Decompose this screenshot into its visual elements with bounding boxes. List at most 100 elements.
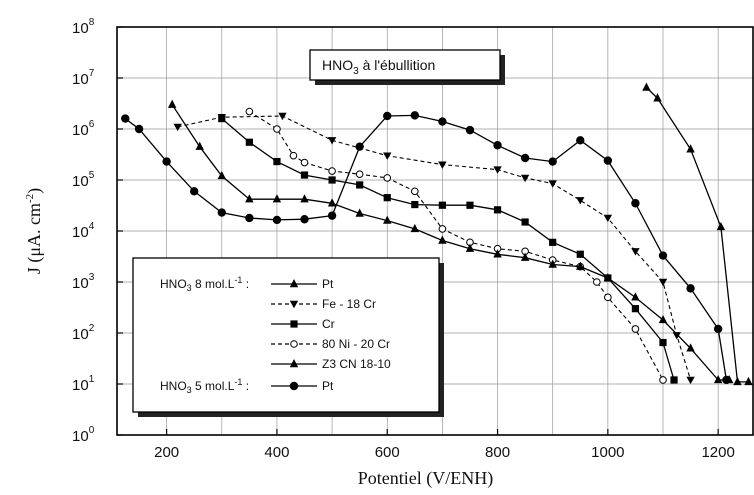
data-point [438,201,446,209]
data-point [383,152,392,160]
y-tick-exp: 6 [89,119,95,130]
data-point [327,211,337,220]
y-tick-base: 10 [72,326,89,343]
y-tick-base: 10 [72,275,89,292]
y-tick-base: 10 [72,377,89,394]
legend-label: 80 Ni - 20 Cr [322,337,390,351]
data-point [438,117,447,126]
y-tick-exp: 7 [89,68,95,79]
data-point [713,324,723,334]
y-tick-label: 103 [72,272,95,292]
data-point [593,278,601,286]
legend-group-main: HNO [160,379,187,393]
legend-item-3: 80 Ni - 20 Cr [271,337,390,351]
data-point [713,374,723,384]
series-0 [642,82,753,386]
legend-swatch-marker [289,279,299,288]
x-tick-label: 400 [264,444,289,461]
data-point [300,215,309,224]
data-point [218,114,226,123]
data-point [272,194,282,203]
data-point [520,252,530,261]
legend-group-rest: 8 mol.L [192,277,235,291]
legend-item-5: Pt [271,379,334,393]
y-tick-label: 104 [72,221,95,241]
legend-group-sup: -1 [234,377,242,387]
series-5 [121,111,731,385]
y-tick-exp: 1 [89,374,95,385]
data-point [289,151,298,160]
x-tick-label: 800 [485,444,510,461]
y-axis-title: J (μA. cm-2) [24,188,45,274]
data-point [245,194,254,203]
data-point [658,251,668,260]
data-point [604,293,612,302]
y-tick-base: 10 [72,173,89,190]
legend-swatch-marker [289,300,299,309]
data-point [722,375,731,385]
legend-group-label: HNO3 8 mol.L-1 : [160,275,249,293]
data-point [520,153,530,163]
data-point [493,206,502,214]
data-point [466,201,474,209]
data-point [744,376,753,386]
data-point [672,332,681,340]
data-point [438,225,447,233]
y-tick-exp: 0 [89,425,95,436]
x-tick-label: 1200 [701,444,734,461]
data-point [631,305,640,313]
data-point [576,136,585,145]
x-tick-label: 600 [375,444,400,461]
data-point [190,187,199,196]
data-point [465,125,475,135]
data-point [195,141,204,150]
annotation-sub: 3 [353,66,359,77]
y-tick-exp: 4 [89,221,95,232]
y-tick-base: 10 [72,224,89,241]
data-point [173,123,182,132]
annotation-frame [309,49,501,81]
data-point [121,114,130,123]
data-point [328,176,336,184]
data-point [327,198,337,207]
data-point [631,248,640,256]
series-3 [245,107,667,384]
series-line [171,104,730,381]
y-tick-base: 10 [72,20,89,37]
y-tick-label: 102 [72,323,95,343]
legend-label: Cr [322,317,335,331]
data-point [631,325,640,333]
data-point [576,261,585,270]
y-tick-exp: 8 [89,17,95,28]
data-point [686,144,695,153]
data-point [327,137,337,145]
data-point [658,278,668,287]
data-point [411,187,419,196]
y-axis-title-sup: -2 [24,194,36,203]
annotation-text: HNO3 à l'ébullition [322,57,435,77]
y-tick-exp: 3 [89,272,95,283]
legend-item-0: Pt [271,277,334,291]
data-point [410,223,420,233]
legend-label: Fe - 18 Cr [322,297,376,311]
y-axis-title-end: ) [24,188,45,194]
data-point [355,208,364,217]
y-tick-base: 10 [72,428,89,445]
y-tick-label: 106 [72,119,95,139]
series-line [221,118,675,381]
legend-swatch-marker [289,359,299,368]
data-point [217,208,226,217]
data-point [549,238,557,246]
annotation-rest: à l'ébullition [359,57,436,73]
legend-group-end: : [242,277,249,291]
data-point [686,376,695,385]
legend-swatch-marker [289,381,299,391]
data-point [300,158,309,167]
data-point [134,124,144,134]
data-point [670,376,678,384]
data-point [300,194,309,203]
series-4 [167,99,734,384]
data-point [383,174,392,182]
data-point [383,215,392,224]
data-point [273,157,281,166]
